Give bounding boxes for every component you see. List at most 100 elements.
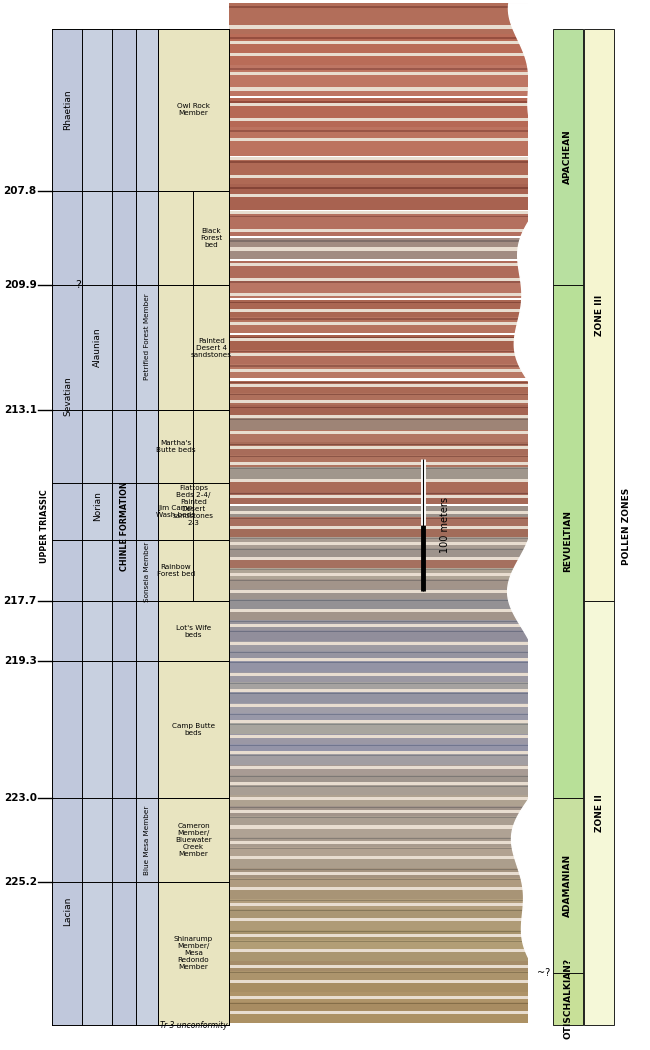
Bar (229, 572, 528, 575)
Bar (229, 211, 528, 214)
Bar (229, 702, 528, 713)
Bar (229, 119, 528, 122)
Bar (229, 445, 528, 448)
Bar (229, 933, 528, 937)
Text: Jim Camp
Wash beds: Jim Camp Wash beds (156, 505, 195, 518)
Text: OTISCHALKIAN?: OTISCHALKIAN? (563, 959, 572, 1040)
Bar (229, 364, 528, 378)
Text: Cameron
Member/
Bluewater
Creek
Member: Cameron Member/ Bluewater Creek Member (175, 823, 212, 857)
Bar (229, 971, 528, 982)
Bar (229, 589, 528, 600)
Bar (229, 260, 528, 279)
Bar (229, 919, 528, 922)
Bar (229, 318, 528, 319)
Bar (229, 316, 528, 333)
Bar (229, 127, 528, 155)
Bar (229, 281, 528, 282)
Bar (229, 129, 528, 132)
Bar (229, 138, 528, 141)
Bar (229, 620, 528, 630)
Text: Sonsela Member: Sonsela Member (144, 542, 150, 602)
Bar (229, 681, 528, 692)
Bar (229, 858, 528, 867)
Bar (229, 630, 528, 640)
Text: Lacian: Lacian (63, 897, 72, 926)
Bar (229, 568, 528, 579)
Bar (229, 797, 528, 800)
Bar (229, 156, 528, 160)
Bar (229, 65, 528, 96)
Bar (229, 338, 528, 341)
Bar (229, 950, 528, 961)
Bar (158, 411, 229, 602)
Text: 209.9: 209.9 (4, 279, 37, 290)
Text: UPPER TRIASSIC: UPPER TRIASSIC (40, 489, 49, 564)
Bar (229, 672, 528, 681)
Bar (229, 961, 528, 971)
Bar (229, 735, 528, 738)
Bar (229, 909, 528, 920)
Bar (194, 411, 229, 483)
Bar (229, 240, 528, 242)
Bar (229, 887, 528, 890)
Bar (229, 775, 528, 785)
Bar (229, 351, 528, 352)
Bar (229, 642, 528, 645)
Bar (229, 785, 528, 796)
Bar (229, 510, 528, 513)
Bar (229, 418, 528, 430)
Bar (229, 903, 528, 906)
Text: Owl Rock
Member: Owl Rock Member (177, 103, 210, 117)
Text: 219.3: 219.3 (4, 656, 37, 667)
Bar (229, 826, 528, 837)
Bar (229, 1002, 528, 1012)
Bar (158, 483, 194, 540)
Bar (229, 321, 528, 324)
Bar (158, 798, 229, 882)
Bar (194, 285, 229, 411)
Bar (229, 213, 528, 236)
Bar (229, 1012, 528, 1023)
Bar (158, 28, 229, 1025)
Bar (229, 867, 528, 878)
Bar (229, 796, 528, 805)
Text: 213.1: 213.1 (4, 405, 37, 416)
Text: ADAMANIAN: ADAMANIAN (563, 854, 572, 917)
Text: Alaunian: Alaunian (93, 328, 102, 368)
Bar (112, 28, 136, 1025)
Bar (229, 590, 528, 593)
Bar (229, 310, 528, 313)
Text: Camp Butte
beds: Camp Butte beds (172, 723, 215, 736)
Bar (229, 462, 528, 465)
Bar (229, 496, 528, 498)
Bar (229, 432, 528, 435)
Text: Rhaetian: Rhaetian (63, 89, 72, 130)
Bar (229, 185, 528, 210)
Bar (229, 991, 528, 1002)
Bar (229, 6, 528, 8)
Text: Sevatian: Sevatian (63, 376, 72, 416)
Bar (229, 300, 528, 316)
Bar (229, 455, 528, 467)
Text: Lot's Wife
beds: Lot's Wife beds (176, 625, 211, 638)
Bar (229, 526, 528, 529)
Bar (229, 841, 528, 844)
Bar (158, 411, 194, 483)
Text: ~?: ~? (537, 968, 550, 978)
Bar (229, 920, 528, 929)
Text: ZONE III: ZONE III (595, 294, 604, 336)
Bar (229, 405, 528, 418)
Bar (229, 506, 528, 517)
Bar (229, 54, 528, 57)
Bar (229, 542, 528, 545)
Bar (229, 816, 528, 826)
Bar (229, 610, 528, 620)
Bar (229, 929, 528, 940)
Text: 217.7: 217.7 (3, 596, 37, 607)
Bar (229, 609, 528, 612)
Bar (229, 72, 528, 75)
Bar (229, 365, 528, 366)
Bar (229, 517, 528, 527)
Bar (229, 68, 528, 70)
Bar (229, 229, 528, 232)
